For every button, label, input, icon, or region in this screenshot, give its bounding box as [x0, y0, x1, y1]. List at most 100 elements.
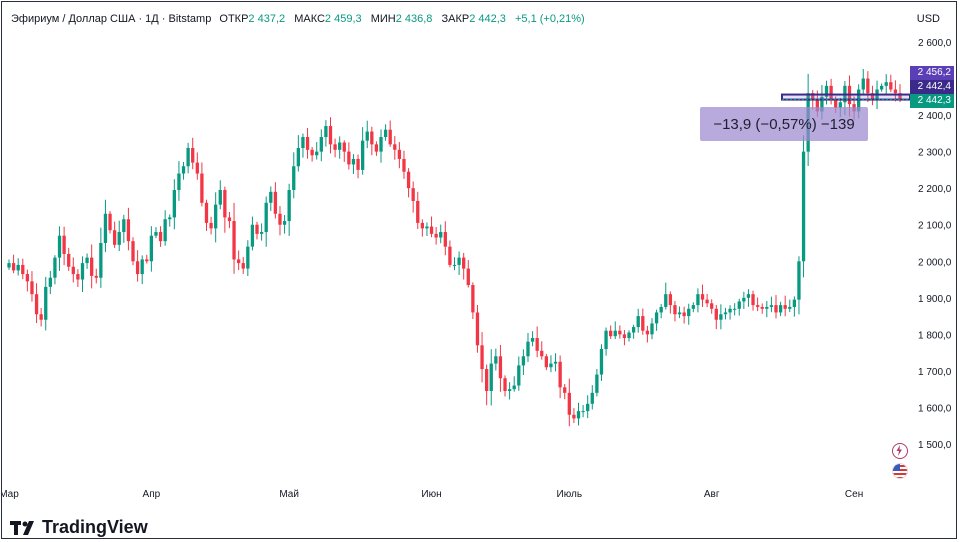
candle-body — [103, 213, 108, 243]
candle-body — [480, 345, 484, 370]
x-tick-label: Сен — [845, 489, 863, 500]
candle-body — [191, 147, 195, 163]
candle-body — [631, 327, 636, 333]
candle-body — [181, 166, 186, 174]
candle-body — [214, 204, 218, 229]
candle-body — [351, 158, 356, 165]
candle-body — [530, 338, 535, 342]
candle-body — [39, 314, 43, 320]
candle-body — [769, 305, 774, 307]
candle-body — [622, 334, 627, 339]
candle-body — [710, 303, 714, 309]
candle-body — [360, 140, 365, 170]
candle-body — [264, 202, 268, 233]
candle-body — [595, 374, 599, 393]
candle-body — [893, 89, 898, 94]
x-tick-label: Июн — [421, 489, 441, 500]
candle-body — [209, 222, 213, 229]
candle-body — [342, 142, 346, 152]
candle-body — [259, 232, 264, 234]
candle-body — [85, 257, 89, 264]
candle-body — [57, 235, 62, 258]
y-tick-label: 2 400,0 — [918, 111, 952, 122]
candle-body — [122, 219, 126, 233]
candle-body — [126, 219, 131, 242]
candle-body — [135, 261, 140, 275]
candle-body — [484, 369, 489, 392]
candle-body — [618, 330, 622, 335]
candle-body — [273, 191, 278, 214]
candle-body — [310, 149, 314, 156]
candle-body — [884, 82, 888, 86]
lightning-icon[interactable] — [892, 443, 908, 459]
candle-body — [301, 137, 305, 148]
candle-body — [540, 350, 544, 357]
candle-body — [503, 378, 507, 392]
candle-body — [576, 411, 581, 419]
candle-body — [471, 285, 475, 313]
candle-body — [677, 312, 682, 315]
candle-body — [397, 149, 402, 159]
candle-body — [700, 294, 705, 300]
high-value: 2 459,3 — [324, 13, 362, 25]
candle-body — [737, 301, 741, 309]
candle-body — [416, 200, 420, 223]
candle-body — [282, 221, 287, 225]
candle-body — [604, 330, 608, 349]
change-value: +5,1 (+0,21%) — [514, 13, 585, 25]
candle-body — [801, 151, 806, 262]
candle-body — [521, 356, 526, 366]
candle-body — [319, 137, 323, 152]
y-tick-label: 2 000,0 — [918, 257, 952, 268]
candle-body — [53, 257, 57, 278]
y-tick-label: 1 700,0 — [918, 367, 952, 378]
candle-body — [746, 294, 751, 298]
candle-body — [654, 312, 659, 324]
candle-body — [112, 230, 117, 245]
candle-body — [567, 392, 571, 415]
candle-body — [425, 226, 429, 229]
low-value: 2 436,8 — [395, 13, 433, 25]
brand-name: TradingView — [42, 517, 148, 537]
y-tick-label: 2 100,0 — [918, 221, 952, 232]
candle-body — [696, 294, 700, 306]
candle-body — [158, 232, 163, 242]
candle-body — [898, 93, 902, 100]
candle-body — [223, 190, 227, 218]
y-tick-label: 1 600,0 — [918, 403, 952, 414]
candle-body — [765, 306, 769, 309]
candle-body — [305, 137, 310, 150]
candle-body — [475, 312, 480, 346]
candle-body — [824, 85, 829, 97]
candle-body — [489, 363, 493, 392]
candle-body — [755, 305, 760, 307]
candle-body — [338, 142, 342, 150]
x-tick-label: Апр — [143, 489, 161, 500]
x-tick-label: Авг — [704, 489, 720, 500]
candle-body — [861, 78, 865, 90]
candle-body — [609, 330, 613, 337]
candle-body — [287, 190, 291, 222]
candle-body — [186, 147, 190, 167]
candle-body — [434, 233, 438, 238]
candle-body — [650, 323, 654, 335]
candle-body — [34, 294, 39, 315]
candle-body — [278, 213, 282, 225]
candle-body — [733, 308, 737, 310]
candle-body — [682, 312, 686, 317]
y-tick-label: 1 900,0 — [918, 294, 952, 305]
us-flag-icon[interactable] — [892, 463, 908, 479]
candle-body — [172, 190, 176, 218]
candle-body — [269, 191, 273, 203]
symbol-title[interactable]: Эфириум / Доллар США · 1Д · Bitstamp — [11, 13, 212, 25]
candle-body — [448, 246, 452, 265]
candle-body — [572, 414, 576, 419]
candle-body — [16, 264, 20, 271]
candle-body — [834, 100, 838, 108]
candle-body — [62, 235, 66, 254]
tradingview-logo[interactable]: TradingView — [10, 517, 148, 538]
candle-body — [788, 306, 792, 309]
candle-body — [25, 274, 30, 282]
currency-label[interactable]: USD — [916, 13, 940, 25]
